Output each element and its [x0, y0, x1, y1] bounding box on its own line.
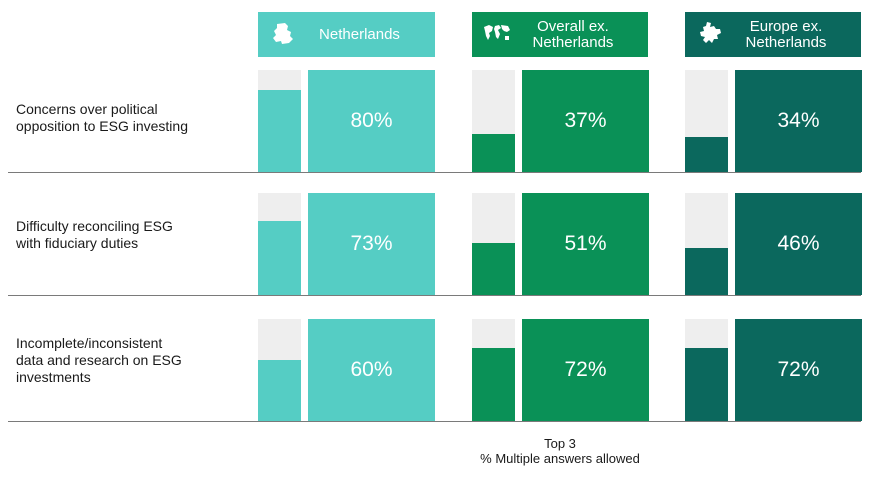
column-header-label: Netherlands — [319, 25, 400, 43]
row-label-political-opposition: Concerns over political opposition to ES… — [16, 101, 188, 134]
row-divider — [8, 421, 861, 422]
footnote-line-multiple-answers: % Multiple answers allowed — [480, 451, 640, 466]
value-label: 34% — [735, 70, 862, 172]
bar — [258, 360, 301, 421]
chart-footnote: Top 3 % Multiple answers allowed — [440, 436, 680, 466]
bar — [472, 134, 515, 172]
column-header-label: Europe ex. Netherlands — [745, 17, 827, 51]
value-label: 73% — [308, 193, 435, 295]
footnote-line-top3: Top 3 — [544, 436, 576, 451]
netherlands-map-icon — [273, 23, 293, 44]
column-header-netherlands: Netherlands — [258, 12, 435, 57]
value-label: 80% — [308, 70, 435, 172]
bar — [685, 348, 728, 421]
value-label: 46% — [735, 193, 862, 295]
bar — [472, 243, 515, 295]
bar — [685, 137, 728, 172]
value-label: 60% — [308, 319, 435, 421]
bar — [472, 348, 515, 421]
column-header-europe-ex-netherlands: Europe ex. Netherlands — [685, 12, 861, 57]
value-label: 72% — [735, 319, 862, 421]
bar — [258, 90, 301, 172]
row-divider — [8, 172, 861, 173]
europe-map-icon — [700, 22, 721, 43]
world-map-icon — [484, 25, 510, 40]
row-label-fiduciary-duties: Difficulty reconciling ESG with fiduciar… — [16, 218, 173, 251]
bar — [685, 248, 728, 295]
value-label: 72% — [522, 319, 649, 421]
column-header-overall-ex-netherlands: Overall ex. Netherlands — [472, 12, 648, 57]
column-header-label: Overall ex. Netherlands — [532, 17, 614, 51]
bar — [258, 221, 301, 295]
value-label: 51% — [522, 193, 649, 295]
row-divider — [8, 295, 861, 296]
value-label: 37% — [522, 70, 649, 172]
row-label-incomplete-data: Incomplete/inconsistent data and researc… — [16, 335, 182, 385]
